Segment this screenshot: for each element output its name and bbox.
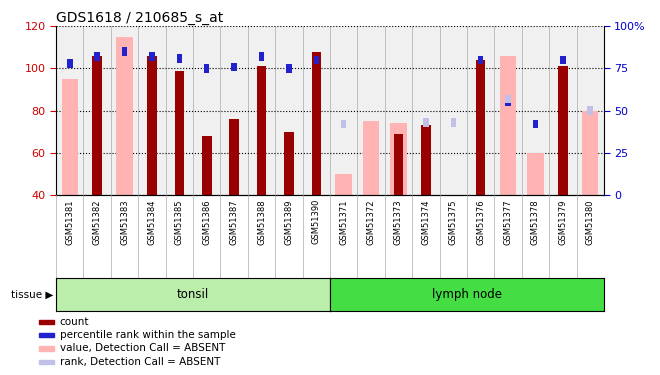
Bar bbox=[122, 47, 127, 56]
Bar bbox=[174, 70, 184, 195]
Bar bbox=[445, 195, 461, 199]
Bar bbox=[147, 56, 157, 195]
Text: GSM51378: GSM51378 bbox=[531, 199, 540, 245]
Bar bbox=[39, 346, 54, 351]
Bar bbox=[341, 120, 347, 128]
Bar bbox=[423, 118, 428, 127]
Bar bbox=[393, 134, 403, 195]
Bar bbox=[527, 153, 544, 195]
Text: GSM51380: GSM51380 bbox=[585, 199, 595, 244]
Text: GSM51381: GSM51381 bbox=[65, 199, 75, 244]
Text: GDS1618 / 210685_s_at: GDS1618 / 210685_s_at bbox=[56, 11, 223, 25]
Bar bbox=[533, 120, 538, 128]
Bar bbox=[312, 52, 321, 195]
Bar bbox=[149, 53, 154, 61]
Bar bbox=[232, 63, 237, 71]
Text: GSM51379: GSM51379 bbox=[558, 199, 568, 244]
Bar bbox=[61, 79, 78, 195]
Bar bbox=[202, 136, 212, 195]
Bar bbox=[177, 54, 182, 63]
Text: GSM51372: GSM51372 bbox=[366, 199, 376, 244]
Bar bbox=[116, 37, 133, 195]
Bar bbox=[560, 56, 566, 64]
Bar bbox=[421, 125, 431, 195]
Bar bbox=[204, 64, 209, 73]
Text: lymph node: lymph node bbox=[432, 288, 502, 301]
Bar bbox=[500, 56, 516, 195]
Bar bbox=[363, 121, 380, 195]
Bar bbox=[314, 56, 319, 64]
Text: GSM51387: GSM51387 bbox=[230, 199, 239, 245]
Bar bbox=[478, 56, 483, 64]
Text: GSM51377: GSM51377 bbox=[504, 199, 513, 245]
Bar bbox=[506, 98, 511, 106]
Bar bbox=[92, 56, 102, 195]
Text: GSM51376: GSM51376 bbox=[476, 199, 485, 245]
Bar bbox=[39, 333, 54, 338]
Text: value, Detection Call = ABSENT: value, Detection Call = ABSENT bbox=[60, 344, 225, 354]
Bar bbox=[229, 119, 239, 195]
Bar bbox=[558, 66, 568, 195]
Bar bbox=[506, 94, 511, 103]
Text: GSM51385: GSM51385 bbox=[175, 199, 184, 244]
Bar bbox=[582, 111, 599, 195]
Text: GSM51389: GSM51389 bbox=[284, 199, 294, 244]
Bar bbox=[67, 59, 73, 68]
Text: GSM51388: GSM51388 bbox=[257, 199, 266, 245]
Bar bbox=[39, 320, 54, 324]
Bar bbox=[587, 106, 593, 115]
Bar bbox=[94, 53, 100, 61]
Bar bbox=[39, 360, 54, 364]
Text: percentile rank within the sample: percentile rank within the sample bbox=[60, 330, 236, 340]
Text: GSM51371: GSM51371 bbox=[339, 199, 348, 244]
Text: GSM51384: GSM51384 bbox=[147, 199, 156, 244]
Text: GSM51383: GSM51383 bbox=[120, 199, 129, 245]
Bar bbox=[257, 66, 267, 195]
Bar bbox=[451, 118, 456, 127]
Bar bbox=[259, 53, 264, 61]
Text: tonsil: tonsil bbox=[177, 288, 209, 301]
Text: GSM51382: GSM51382 bbox=[92, 199, 102, 244]
Bar bbox=[286, 64, 292, 73]
Text: count: count bbox=[60, 317, 89, 327]
Bar bbox=[390, 123, 407, 195]
Text: GSM51373: GSM51373 bbox=[394, 199, 403, 245]
Text: GSM51374: GSM51374 bbox=[421, 199, 430, 244]
Text: rank, Detection Call = ABSENT: rank, Detection Call = ABSENT bbox=[60, 357, 220, 367]
Text: tissue ▶: tissue ▶ bbox=[11, 290, 53, 299]
Bar bbox=[335, 174, 352, 195]
Text: GSM51390: GSM51390 bbox=[312, 199, 321, 244]
Bar bbox=[284, 132, 294, 195]
Bar bbox=[587, 106, 593, 115]
Bar bbox=[476, 60, 486, 195]
Text: GSM51386: GSM51386 bbox=[202, 199, 211, 245]
Text: GSM51375: GSM51375 bbox=[449, 199, 458, 244]
